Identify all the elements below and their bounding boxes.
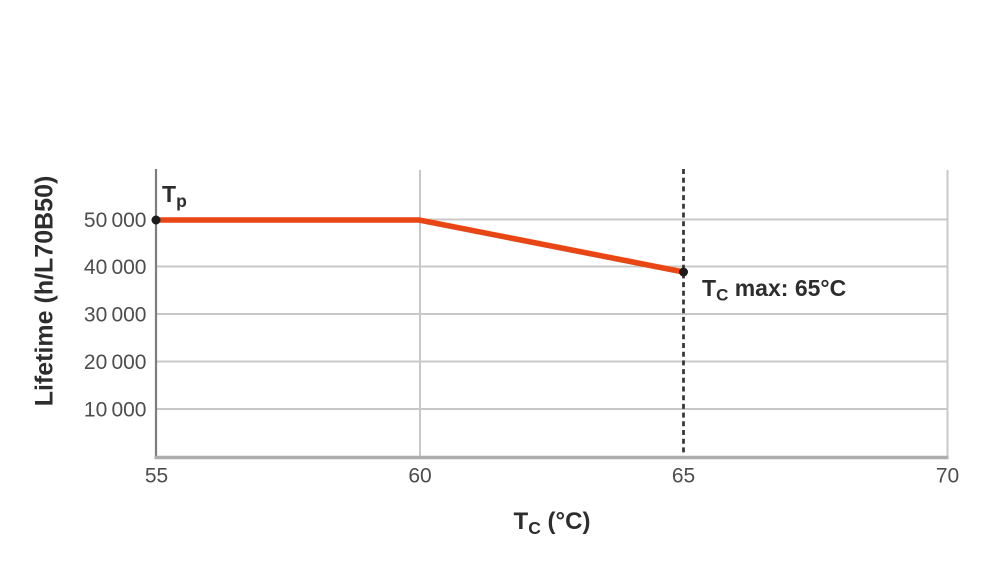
svg-text:40 000: 40 000 (84, 256, 147, 279)
svg-text:50 000: 50 000 (84, 209, 147, 232)
svg-text:Lifetime (h/L70B50): Lifetime (h/L70B50) (31, 176, 59, 407)
svg-text:20 000: 20 000 (84, 351, 147, 374)
svg-text:70: 70 (936, 465, 959, 488)
svg-text:TC (°C): TC (°C) (514, 508, 591, 538)
svg-text:10 000: 10 000 (84, 399, 147, 422)
svg-text:65: 65 (672, 465, 695, 488)
svg-text:55: 55 (145, 465, 168, 488)
svg-text:Tp: Tp (162, 181, 187, 211)
svg-text:30 000: 30 000 (84, 304, 147, 327)
svg-text:60: 60 (408, 465, 431, 488)
svg-text:TC max: 65°C: TC max: 65°C (702, 275, 846, 305)
